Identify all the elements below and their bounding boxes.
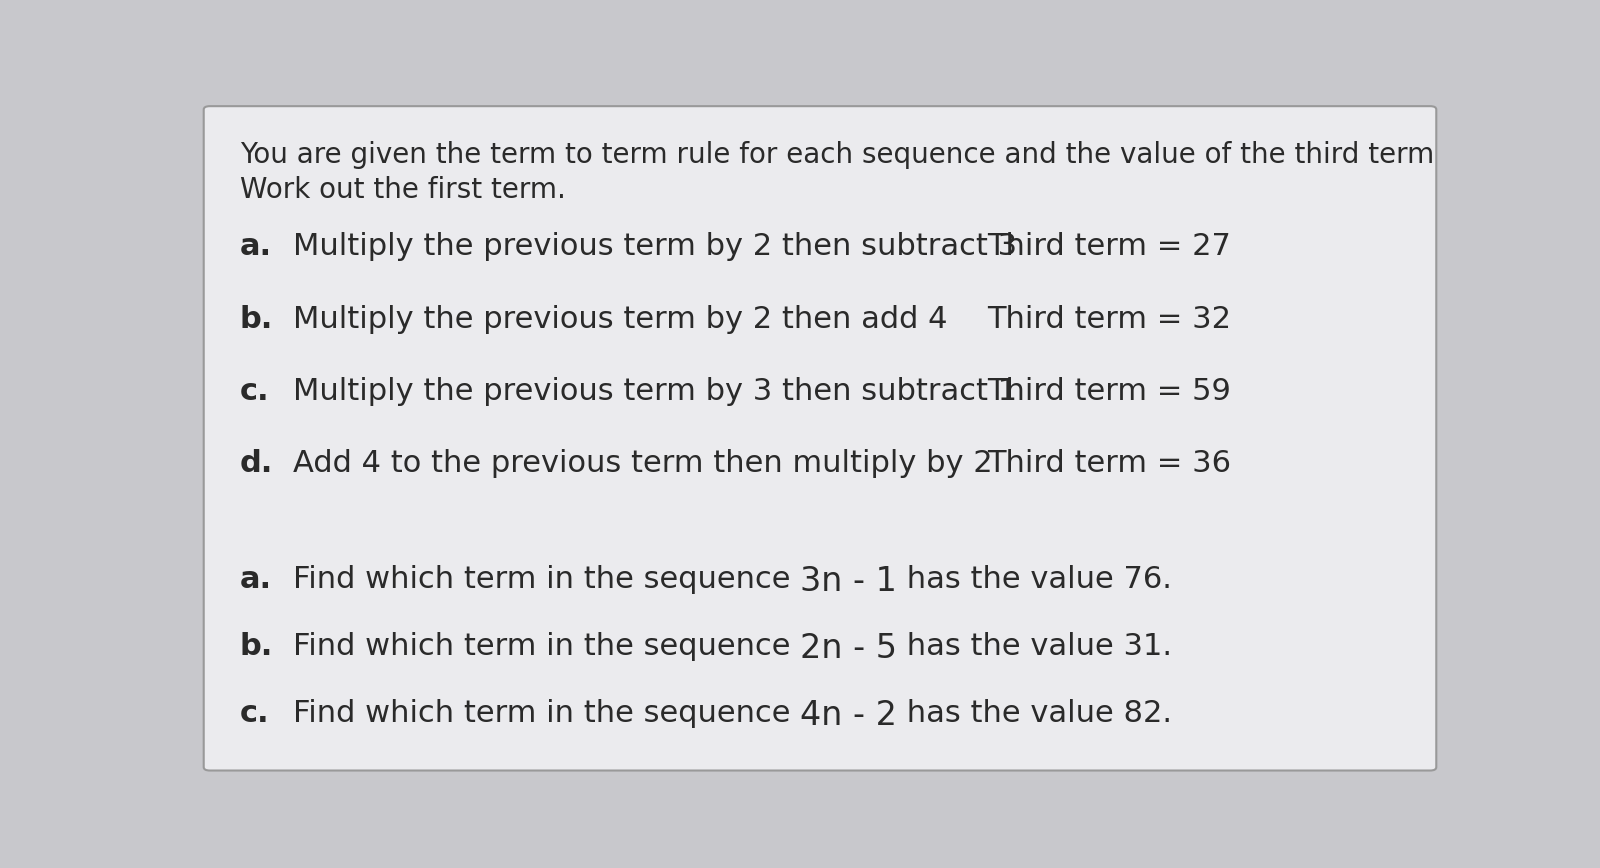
- Text: Multiply the previous term by 2 then add 4: Multiply the previous term by 2 then add…: [293, 305, 947, 333]
- Text: c.: c.: [240, 699, 269, 728]
- Text: d.: d.: [240, 449, 274, 478]
- Text: Find which term in the sequence: Find which term in the sequence: [293, 565, 800, 595]
- FancyBboxPatch shape: [203, 106, 1437, 771]
- Text: 4n - 2: 4n - 2: [800, 699, 898, 732]
- Text: Multiply the previous term by 3 then subtract 1: Multiply the previous term by 3 then sub…: [293, 377, 1018, 406]
- Text: has the value 76.: has the value 76.: [898, 565, 1171, 595]
- Text: Third term = 27: Third term = 27: [987, 233, 1232, 261]
- Text: Work out the first term.: Work out the first term.: [240, 175, 565, 204]
- Text: b.: b.: [240, 632, 274, 661]
- Text: 2n - 5: 2n - 5: [800, 632, 898, 665]
- Text: Multiply the previous term by 2 then subtract 3: Multiply the previous term by 2 then sub…: [293, 233, 1018, 261]
- Text: Third term = 36: Third term = 36: [987, 449, 1232, 478]
- Text: Find which term in the sequence: Find which term in the sequence: [293, 632, 800, 661]
- Text: Add 4 to the previous term then multiply by 2: Add 4 to the previous term then multiply…: [293, 449, 992, 478]
- Text: b.: b.: [240, 305, 274, 333]
- Text: Third term = 59: Third term = 59: [987, 377, 1232, 406]
- Text: 3n - 1: 3n - 1: [800, 565, 898, 598]
- Text: a.: a.: [240, 233, 272, 261]
- Text: You are given the term to term rule for each sequence and the value of the third: You are given the term to term rule for …: [240, 141, 1434, 169]
- Text: Third term = 32: Third term = 32: [987, 305, 1232, 333]
- Text: a.: a.: [240, 565, 272, 595]
- Text: c.: c.: [240, 377, 269, 406]
- Text: Find which term in the sequence: Find which term in the sequence: [293, 699, 800, 728]
- Text: has the value 82.: has the value 82.: [898, 699, 1173, 728]
- Text: has the value 31.: has the value 31.: [898, 632, 1173, 661]
